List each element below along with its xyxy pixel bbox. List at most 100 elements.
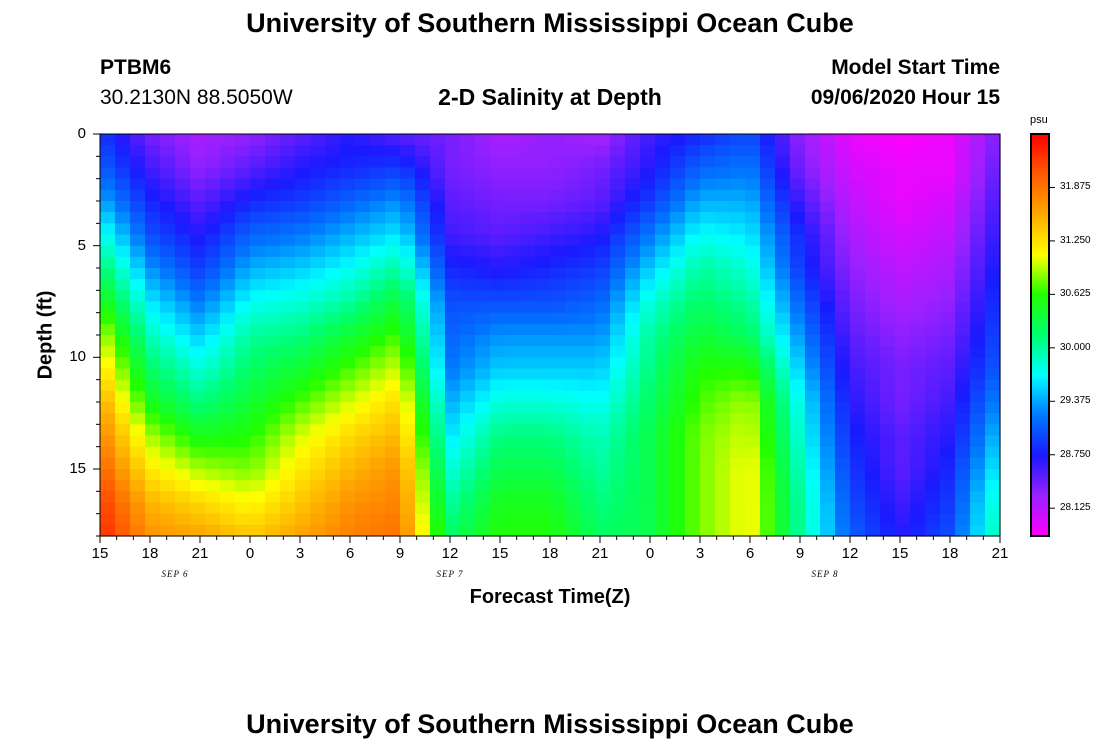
heatmap-cell bbox=[685, 201, 701, 213]
heatmap-cell bbox=[805, 346, 821, 358]
heatmap-cell bbox=[250, 424, 266, 437]
heatmap-cell bbox=[610, 189, 626, 202]
heatmap-cell bbox=[520, 201, 536, 213]
heatmap-cell bbox=[910, 346, 926, 358]
heatmap-cell bbox=[595, 502, 611, 515]
heatmap-cell bbox=[940, 134, 956, 146]
heatmap-cell bbox=[445, 457, 461, 470]
heatmap-cell bbox=[730, 134, 746, 146]
heatmap-cell bbox=[550, 323, 566, 336]
heatmap-cell bbox=[505, 201, 521, 213]
heatmap-cell bbox=[925, 335, 941, 347]
heatmap-cell bbox=[715, 368, 731, 381]
heatmap-cell bbox=[520, 323, 536, 336]
heatmap-cell bbox=[700, 256, 716, 269]
heatmap-cell bbox=[700, 390, 716, 403]
heatmap-cell bbox=[385, 268, 401, 280]
heatmap-cell bbox=[595, 446, 611, 459]
heatmap-cell bbox=[145, 390, 161, 403]
heatmap-cell bbox=[115, 357, 131, 370]
heatmap-cell bbox=[430, 178, 446, 191]
heatmap-cell bbox=[115, 245, 131, 258]
heatmap-cell bbox=[745, 435, 761, 448]
heatmap-cell bbox=[385, 435, 401, 448]
heatmap-cell bbox=[985, 424, 1001, 437]
heatmap-cell bbox=[445, 413, 461, 425]
heatmap-cell bbox=[910, 323, 926, 336]
heatmap-cell bbox=[760, 134, 776, 146]
heatmap-cell bbox=[655, 513, 671, 526]
heatmap-cell bbox=[550, 290, 566, 303]
heatmap-cell bbox=[280, 346, 296, 358]
heatmap-cell bbox=[430, 245, 446, 258]
heatmap-cell bbox=[670, 212, 686, 224]
heatmap-cell bbox=[700, 212, 716, 224]
heatmap-cell bbox=[925, 368, 941, 381]
heatmap-cell bbox=[970, 335, 986, 347]
heatmap-cell bbox=[805, 167, 821, 180]
heatmap-cell bbox=[445, 301, 461, 314]
heatmap-cell bbox=[115, 335, 131, 347]
heatmap-cell bbox=[535, 413, 551, 425]
heatmap-cell bbox=[970, 379, 986, 392]
heatmap-cell bbox=[400, 524, 416, 537]
heatmap-cell bbox=[640, 368, 656, 381]
heatmap-cell bbox=[340, 256, 356, 269]
heatmap-cell bbox=[535, 301, 551, 314]
heatmap-cell bbox=[400, 245, 416, 258]
heatmap-cell bbox=[475, 335, 491, 347]
heatmap-cell bbox=[325, 502, 341, 515]
heatmap-cell bbox=[265, 167, 281, 180]
heatmap-cell bbox=[850, 167, 866, 180]
heatmap-cell bbox=[895, 156, 911, 169]
heatmap-cell bbox=[910, 290, 926, 303]
heatmap-cell bbox=[700, 178, 716, 191]
heatmap-cell bbox=[505, 212, 521, 224]
heatmap-cell bbox=[280, 368, 296, 381]
heatmap-cell bbox=[775, 234, 791, 247]
heatmap-cell bbox=[640, 301, 656, 314]
heatmap-cell bbox=[565, 480, 581, 492]
heatmap-cell bbox=[370, 491, 386, 504]
heatmap-cell bbox=[355, 290, 371, 303]
heatmap-cell bbox=[565, 245, 581, 258]
heatmap-cell bbox=[895, 390, 911, 403]
heatmap-cell bbox=[475, 513, 491, 526]
heatmap-cell bbox=[250, 446, 266, 459]
heatmap-cell bbox=[865, 424, 881, 437]
heatmap-cell bbox=[730, 424, 746, 437]
heatmap-cell bbox=[295, 446, 311, 459]
heatmap-cell bbox=[745, 245, 761, 258]
heatmap-cell bbox=[790, 469, 806, 481]
heatmap-cell bbox=[325, 201, 341, 213]
heatmap-cell bbox=[145, 245, 161, 258]
heatmap-cell bbox=[595, 513, 611, 526]
heatmap-cell bbox=[925, 323, 941, 336]
heatmap-cell bbox=[205, 513, 221, 526]
heatmap-cell bbox=[310, 145, 326, 157]
heatmap-cell bbox=[445, 268, 461, 280]
heatmap-cell bbox=[535, 390, 551, 403]
heatmap-cell bbox=[655, 301, 671, 314]
heatmap-cell bbox=[880, 312, 896, 325]
heatmap-cell bbox=[955, 368, 971, 381]
heatmap-cell bbox=[955, 134, 971, 146]
heatmap-cell bbox=[115, 524, 131, 537]
heatmap-cell bbox=[760, 234, 776, 247]
heatmap-cell bbox=[940, 457, 956, 470]
heatmap-cell bbox=[145, 413, 161, 425]
heatmap-cell bbox=[265, 301, 281, 314]
heatmap-cell bbox=[460, 379, 476, 392]
heatmap-cell bbox=[880, 357, 896, 370]
heatmap-cell bbox=[130, 379, 146, 392]
heatmap-cell bbox=[970, 223, 986, 236]
heatmap-cell bbox=[505, 323, 521, 336]
heatmap-cell bbox=[190, 379, 206, 392]
heatmap-cell bbox=[895, 279, 911, 291]
heatmap-cell bbox=[550, 234, 566, 247]
heatmap-cell bbox=[160, 134, 176, 146]
heatmap-cell bbox=[700, 424, 716, 437]
heatmap-cell bbox=[205, 480, 221, 492]
heatmap-cell bbox=[205, 201, 221, 213]
heatmap-cell bbox=[640, 502, 656, 515]
